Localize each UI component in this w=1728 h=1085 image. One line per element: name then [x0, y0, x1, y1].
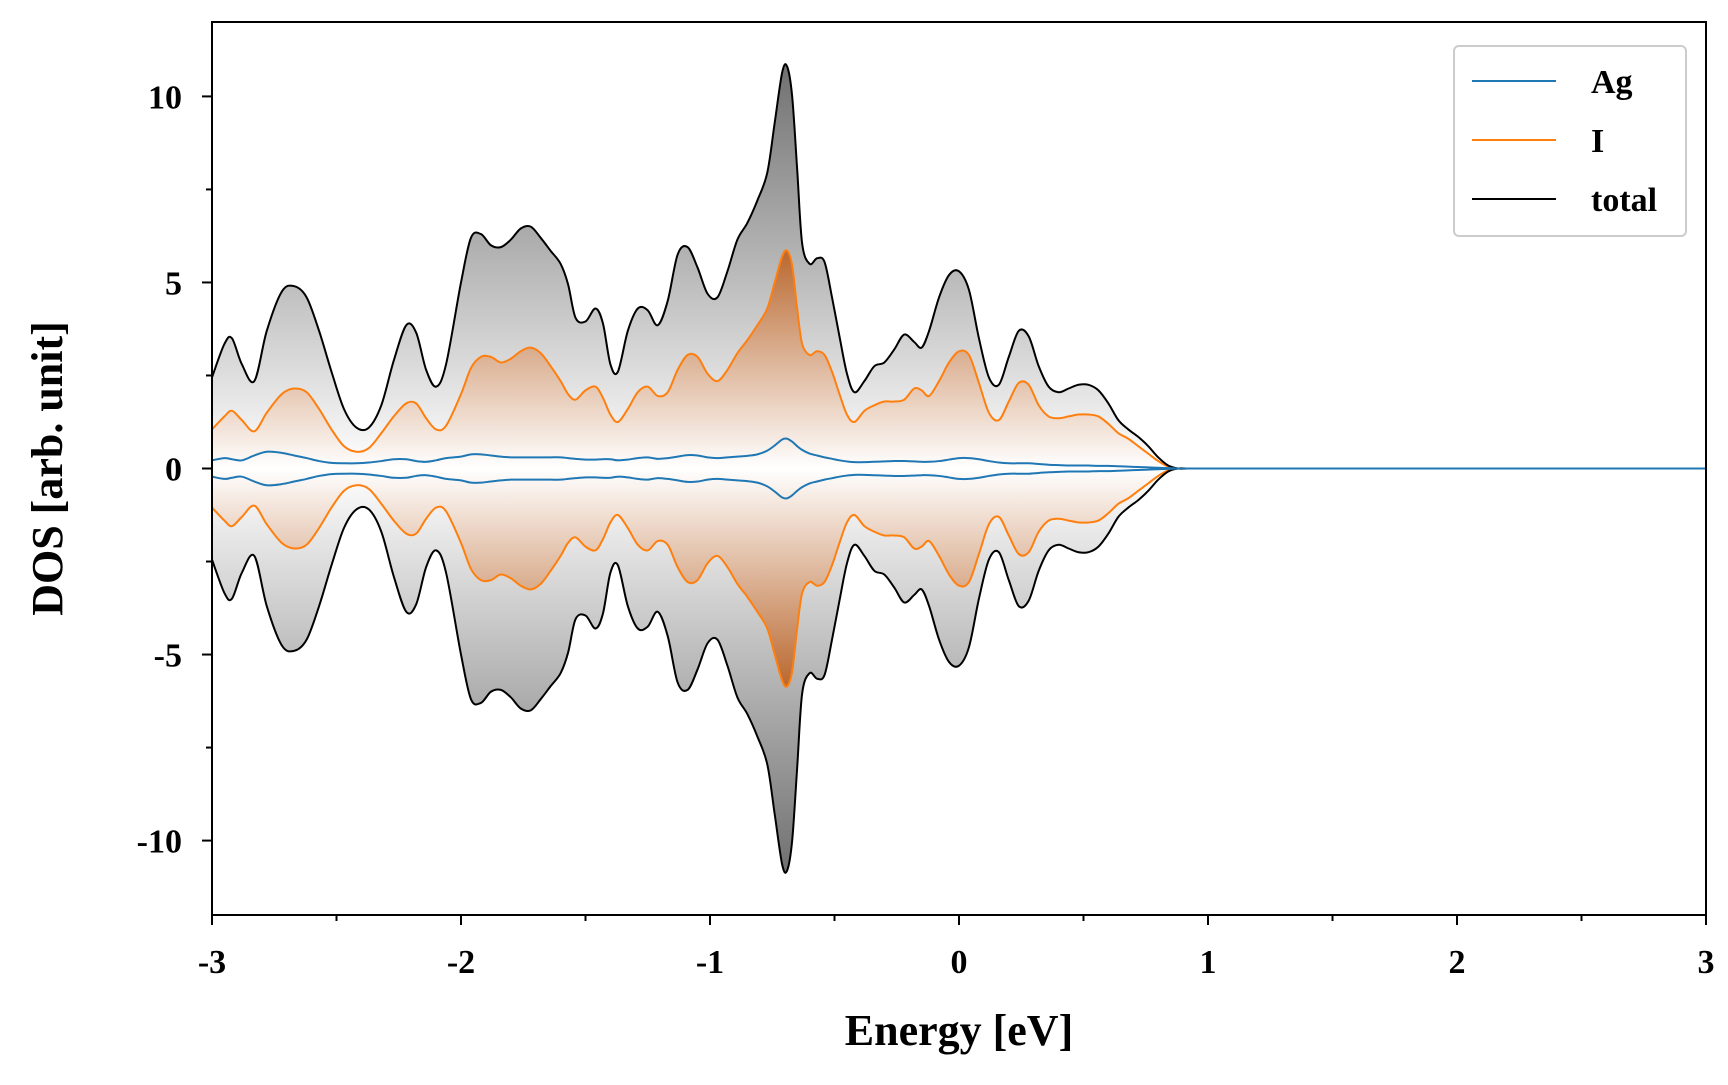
x-tick-label: 1: [1200, 944, 1217, 981]
y-tick-label: 0: [165, 452, 182, 489]
x-tick-label: 0: [951, 944, 968, 981]
y-tick-label: 5: [165, 265, 182, 302]
y-axis: -10 -5 0 5 10: [137, 79, 212, 861]
x-tick-label: -2: [447, 944, 475, 981]
y-tick-label: -10: [137, 824, 182, 861]
series-line-ag-down: [212, 467, 1706, 500]
series-line-ag-up: [212, 437, 1706, 470]
lines-layer: [212, 63, 1706, 874]
fills-layer: [212, 64, 1706, 873]
y-tick-label: -5: [154, 638, 182, 675]
legend-label-total: total: [1591, 182, 1657, 219]
area-i-down: [212, 468, 1706, 687]
legend-box: [1453, 45, 1687, 237]
area-total-up: [212, 64, 1706, 469]
x-axis: -3 -2 -1 0 1 2 3: [198, 915, 1715, 981]
area-i-up: [212, 250, 1706, 469]
y-axis-label: DOS [arb. unit]: [23, 321, 72, 616]
legend-label-ag: Ag: [1591, 64, 1633, 101]
legend-label-i: I: [1591, 123, 1604, 160]
series-line-total-up: [212, 63, 1706, 470]
y-tick-label: 10: [148, 79, 182, 116]
x-tick-label: -1: [696, 944, 724, 981]
series-line-i-down: [212, 467, 1706, 688]
x-axis-label: Energy [eV]: [845, 1006, 1074, 1055]
area-total-down: [212, 468, 1706, 873]
x-tick-label: 3: [1698, 944, 1715, 981]
x-tick-label: -3: [198, 944, 226, 981]
series-line-i-up: [212, 249, 1706, 470]
series-line-total-down: [212, 467, 1706, 874]
x-tick-label: 2: [1449, 944, 1466, 981]
